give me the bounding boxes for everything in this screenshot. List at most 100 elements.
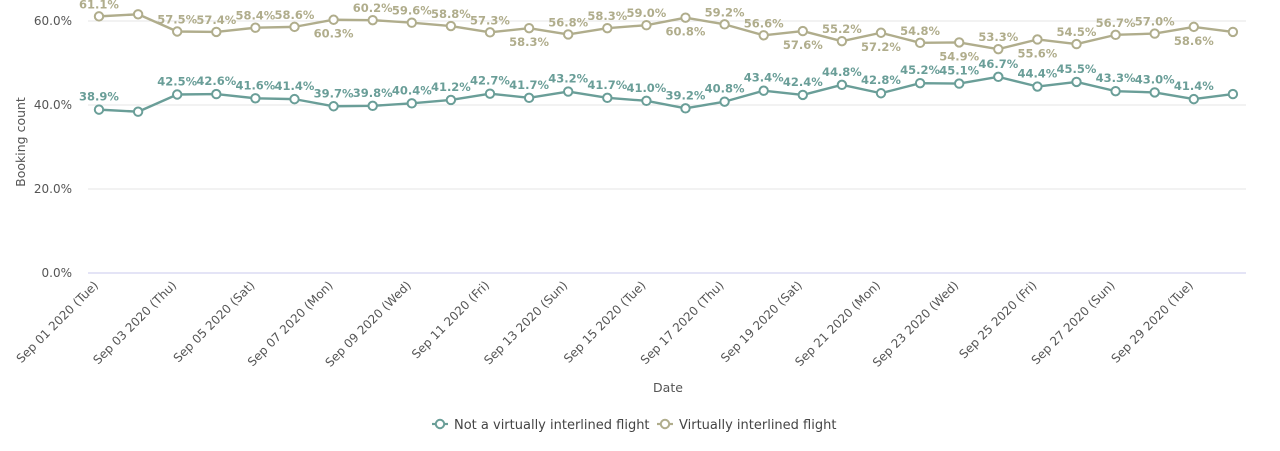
data-point[interactable] [563, 29, 574, 40]
data-label: 39.7% [314, 86, 354, 100]
x-tick-label: Sep 23 2020 (Wed) [870, 278, 962, 370]
data-point[interactable] [132, 106, 144, 117]
data-point[interactable] [914, 77, 926, 89]
data-point[interactable] [758, 30, 769, 41]
data-label: 55.2% [822, 22, 862, 36]
data-point[interactable] [523, 22, 535, 34]
data-label: 40.4% [392, 83, 432, 97]
data-point[interactable] [1188, 21, 1200, 33]
y-axis-ticks: 0.0% 20.0% 40.0% 60.0% [34, 14, 72, 280]
x-tick-label: Sep 11 2020 (Fri) [409, 278, 492, 361]
data-point[interactable] [719, 96, 730, 107]
data-point[interactable] [1227, 88, 1239, 100]
data-point[interactable] [1071, 38, 1082, 50]
x-tick-label: Sep 25 2020 (Fri) [956, 278, 1039, 361]
data-label: 54.5% [1057, 25, 1097, 39]
data-point[interactable] [406, 17, 417, 28]
data-point[interactable] [836, 35, 848, 47]
series-layer [93, 9, 1239, 117]
data-point[interactable] [641, 95, 652, 107]
legend-marker [434, 418, 446, 430]
data-labels: 38.9%42.5% 42.6% 41.6% 41.4%39.7% 39.8% 40.4%… [79, 0, 1214, 104]
x-tick-label: Sep 05 2020 (Sat) [171, 278, 258, 365]
data-point[interactable] [954, 37, 965, 48]
data-point[interactable] [797, 25, 808, 37]
data-point[interactable] [993, 71, 1004, 83]
data-label: 58.6% [275, 8, 315, 22]
data-point[interactable] [328, 14, 339, 25]
data-label: 44.8% [822, 65, 862, 79]
data-label: 59.6% [392, 4, 432, 18]
data-point[interactable] [602, 92, 613, 104]
data-point[interactable] [484, 27, 496, 38]
data-point[interactable] [680, 103, 691, 114]
data-label: 56.8% [548, 15, 588, 29]
data-point[interactable] [132, 9, 144, 20]
data-point[interactable] [172, 26, 183, 37]
data-point[interactable] [289, 93, 300, 105]
data-point[interactable] [367, 100, 378, 112]
data-point[interactable] [993, 43, 1004, 55]
data-point[interactable] [1188, 93, 1200, 105]
data-point[interactable] [484, 88, 496, 99]
data-point[interactable] [406, 98, 417, 109]
data-label: 60.8% [666, 25, 706, 39]
data-label: 58.4% [235, 9, 275, 23]
data-point[interactable] [1032, 81, 1043, 92]
data-label: 42.4% [783, 75, 823, 89]
x-tick-label: Sep 29 2020 (Tue) [1108, 278, 1195, 365]
data-point[interactable] [914, 37, 926, 49]
data-point[interactable] [250, 22, 261, 33]
legend-item-label[interactable]: Not a virtually interlined flight [454, 418, 650, 433]
data-label: 43.4% [744, 71, 784, 85]
data-point[interactable] [1149, 87, 1160, 98]
data-point[interactable] [719, 19, 730, 30]
data-point[interactable] [602, 22, 613, 34]
data-label: 56.6% [744, 16, 784, 30]
data-point[interactable] [211, 26, 222, 38]
data-point[interactable] [93, 11, 105, 22]
data-point[interactable] [758, 85, 769, 96]
data-point[interactable] [797, 89, 808, 101]
data-point[interactable] [836, 79, 848, 91]
legend-item-label[interactable]: Virtually interlined flight [679, 418, 836, 433]
x-tick-label: Sep 21 2020 (Mon) [792, 278, 883, 369]
data-label: 56.7% [1096, 16, 1136, 30]
data-label: 57.3% [470, 13, 510, 27]
data-label: 46.7% [978, 57, 1018, 71]
data-point[interactable] [93, 104, 105, 115]
data-label: 41.7% [587, 78, 627, 92]
data-point[interactable] [523, 92, 535, 104]
data-label: 39.8% [353, 86, 393, 100]
data-point[interactable] [445, 20, 457, 32]
data-label: 57.2% [861, 40, 901, 54]
data-point[interactable] [1032, 34, 1043, 45]
data-point[interactable] [289, 21, 300, 33]
data-label: 57.4% [196, 13, 236, 27]
data-label: 41.4% [275, 79, 315, 93]
data-point[interactable] [1110, 85, 1121, 97]
data-label: 58.3% [587, 9, 627, 23]
data-point[interactable] [445, 94, 457, 106]
data-point[interactable] [1071, 76, 1082, 88]
data-point[interactable] [954, 78, 965, 89]
data-point[interactable] [328, 101, 339, 112]
y-tick-label: 60.0% [34, 14, 72, 28]
data-label: 58.8% [431, 7, 471, 21]
data-point[interactable] [1110, 29, 1121, 41]
data-label: 54.8% [900, 24, 940, 38]
data-point[interactable] [1227, 26, 1239, 38]
data-point[interactable] [211, 88, 222, 100]
data-point[interactable] [875, 27, 887, 38]
data-point[interactable] [250, 93, 261, 104]
data-point[interactable] [641, 20, 652, 31]
data-point[interactable] [875, 88, 887, 99]
data-label: 57.5% [157, 13, 197, 27]
data-label: 55.6% [1017, 46, 1057, 60]
data-point[interactable] [1149, 28, 1160, 39]
data-point[interactable] [367, 14, 378, 26]
data-point[interactable] [172, 89, 183, 100]
data-point[interactable] [563, 86, 574, 97]
data-label: 45.1% [939, 64, 979, 78]
data-point[interactable] [680, 12, 691, 23]
